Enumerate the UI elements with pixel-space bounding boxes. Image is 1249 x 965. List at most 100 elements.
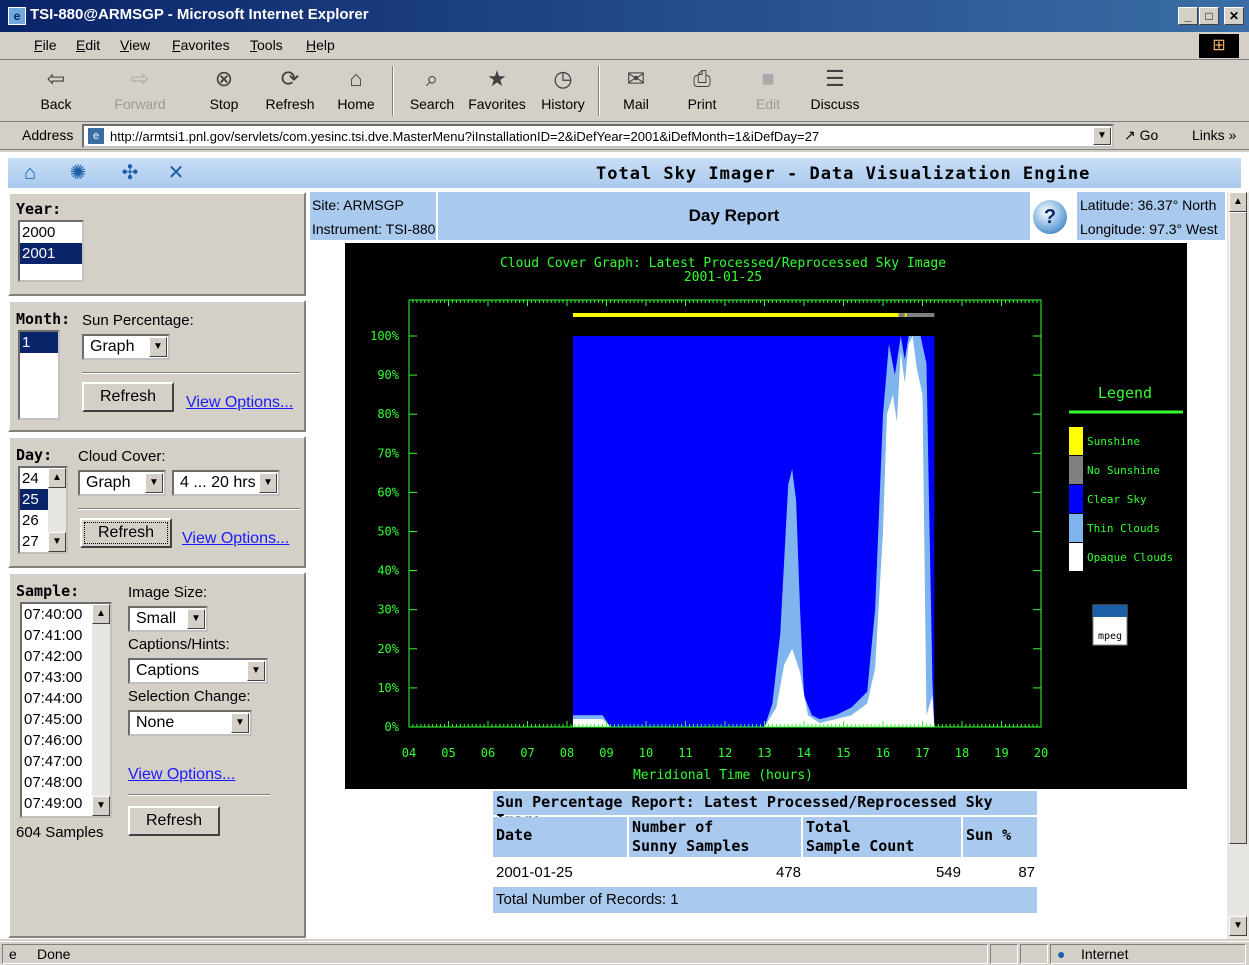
scroll-down-icon[interactable]: ▼	[1229, 916, 1247, 936]
sample-option[interactable]: 07:42:00	[24, 648, 83, 665]
menu-favorites[interactable]: Favorites	[172, 37, 230, 53]
back-button[interactable]: ⇦ Back	[40, 66, 72, 112]
year-label: Year:	[16, 200, 62, 218]
scroll-up-icon[interactable]: ▲	[1229, 192, 1247, 212]
menu-tools[interactable]: Tools	[250, 37, 283, 53]
day-listbox[interactable]: 24 25 26 27 ▲ ▼	[18, 466, 68, 554]
legend-swatch	[1069, 427, 1083, 455]
sample-option[interactable]: 07:44:00	[24, 690, 83, 707]
home-icon: ⌂	[349, 66, 363, 91]
legend-label: Thin Clouds	[1087, 522, 1160, 535]
month-refresh-button[interactable]: Refresh	[82, 382, 174, 412]
cloud-cover-label: Cloud Cover:	[78, 448, 166, 465]
legend-swatch	[1069, 543, 1083, 571]
maximize-button[interactable]: □	[1199, 7, 1219, 25]
x-tick-label: 17	[915, 746, 929, 760]
year-option-selected[interactable]: 2001	[20, 243, 82, 264]
refresh-button[interactable]: ⟳ Refresh	[265, 66, 315, 112]
instrument-label: Instrument: TSI-880	[312, 221, 436, 237]
minimize-button[interactable]: _	[1178, 7, 1198, 25]
scroll-down-icon[interactable]: ▼	[92, 796, 110, 816]
location-info: Latitude: 36.37° North Longitude: 97.3° …	[1077, 192, 1225, 240]
address-input[interactable]: e http://armtsi1.pnl.gov/servlets/com.ye…	[82, 124, 1114, 148]
status-text-segment: e Done	[2, 944, 988, 964]
sample-scrollbar[interactable]: ▲ ▼	[92, 604, 110, 816]
month-listbox[interactable]: 1	[18, 330, 60, 420]
sample-option[interactable]: 07:47:00	[24, 753, 83, 770]
y-tick-label: 0%	[385, 720, 400, 734]
discuss-button[interactable]: ☰ Discuss	[810, 66, 860, 112]
day-refresh-button[interactable]: Refresh	[80, 518, 172, 548]
home-button[interactable]: ⌂ Home	[337, 66, 375, 112]
x-tick-label: 09	[599, 746, 613, 760]
x-tick-label: 06	[481, 746, 495, 760]
scroll-down-icon[interactable]: ▼	[48, 532, 66, 552]
y-tick-label: 80%	[377, 407, 399, 421]
search-button[interactable]: ⌕ Search	[409, 66, 455, 112]
legend-swatch	[1069, 514, 1083, 542]
sun-percentage-select[interactable]: Graph ▼	[82, 334, 170, 360]
latitude-label: Latitude: 36.37° North	[1080, 197, 1217, 213]
sun-bar-segment	[904, 313, 907, 317]
sample-option[interactable]: 07:43:00	[24, 669, 83, 686]
x-tick-label: 08	[560, 746, 574, 760]
report-title: Day Report	[438, 192, 1030, 240]
sample-option[interactable]: 07:49:00	[24, 795, 83, 812]
selection-change-select[interactable]: None ▼	[128, 710, 252, 736]
cloud-cover-select[interactable]: Graph ▼	[78, 470, 166, 496]
mail-button[interactable]: ✉ Mail	[614, 64, 658, 112]
captions-select[interactable]: Captions ▼	[128, 658, 268, 684]
day-option[interactable]: 26	[22, 512, 39, 529]
sample-option[interactable]: 07:45:00	[24, 711, 83, 728]
history-button[interactable]: ◷ History	[541, 66, 585, 112]
address-url: http://armtsi1.pnl.gov/servlets/com.yesi…	[110, 129, 820, 144]
stop-button[interactable]: ⊗ Stop	[209, 66, 239, 112]
sample-option[interactable]: 07:48:00	[24, 774, 83, 791]
year-option[interactable]: 2000	[22, 224, 56, 241]
links-button[interactable]: Links »	[1192, 127, 1237, 143]
settings-gear-icon[interactable]: ✺	[69, 162, 87, 184]
month-view-options-link[interactable]: View Options...	[186, 394, 294, 411]
edit-button[interactable]: ■ Edit	[748, 64, 788, 112]
options-icon[interactable]: ✣	[121, 162, 139, 184]
close-icon[interactable]: ✕	[167, 162, 185, 184]
help-icon[interactable]: ?	[1033, 200, 1067, 234]
sun-percentage-label: Sun Percentage:	[82, 312, 194, 329]
hours-range-select[interactable]: 4 ... 20 hrs ▼	[172, 470, 280, 496]
go-button[interactable]: ↗ Go	[1124, 127, 1159, 143]
y-tick-label: 50%	[377, 525, 399, 539]
day-view-options-link[interactable]: View Options...	[182, 530, 290, 547]
favorites-button[interactable]: ★ Favorites	[468, 66, 526, 112]
sample-refresh-button[interactable]: Refresh	[128, 806, 220, 836]
image-size-select[interactable]: Small ▼	[128, 606, 208, 632]
menu-view[interactable]: View	[120, 37, 151, 53]
forward-button[interactable]: ⇨ Forward	[114, 66, 166, 112]
sample-option[interactable]: 07:41:00	[24, 627, 83, 644]
scroll-up-icon[interactable]: ▲	[48, 468, 66, 488]
sample-option[interactable]: 07:46:00	[24, 732, 83, 749]
menu-edit[interactable]: Edit	[76, 37, 101, 53]
close-button[interactable]: ✕	[1224, 7, 1244, 25]
address-label: Address	[22, 127, 74, 143]
day-option[interactable]: 27	[22, 533, 39, 550]
menu-help[interactable]: Help	[306, 37, 335, 53]
page-scrollbar[interactable]: ▲ ▼	[1227, 192, 1249, 939]
status-segment	[1020, 944, 1048, 964]
address-bar: Address e http://armtsi1.pnl.gov/servlet…	[0, 122, 1249, 150]
day-scrollbar[interactable]: ▲ ▼	[48, 468, 66, 552]
scroll-up-icon[interactable]: ▲	[92, 604, 110, 624]
sample-listbox[interactable]: 07:40:00 07:41:00 07:42:00 07:43:00 07:4…	[20, 602, 112, 818]
address-dropdown-icon[interactable]: ▼	[1093, 127, 1111, 145]
month-label: Month:	[16, 310, 71, 328]
image-size-label: Image Size:	[128, 584, 208, 601]
print-button[interactable]: ⎙ Print	[687, 66, 717, 112]
home-icon[interactable]: ⌂	[23, 162, 37, 184]
scroll-thumb[interactable]	[1229, 212, 1247, 844]
day-option[interactable]: 24	[22, 470, 39, 487]
sample-view-options-link[interactable]: View Options...	[128, 766, 236, 783]
sample-option[interactable]: 07:40:00	[24, 606, 83, 623]
menu-file[interactable]: File	[34, 37, 57, 53]
month-option-selected[interactable]: 1	[20, 332, 58, 353]
year-listbox[interactable]: 2000 2001	[18, 220, 84, 282]
x-tick-label: 13	[757, 746, 771, 760]
